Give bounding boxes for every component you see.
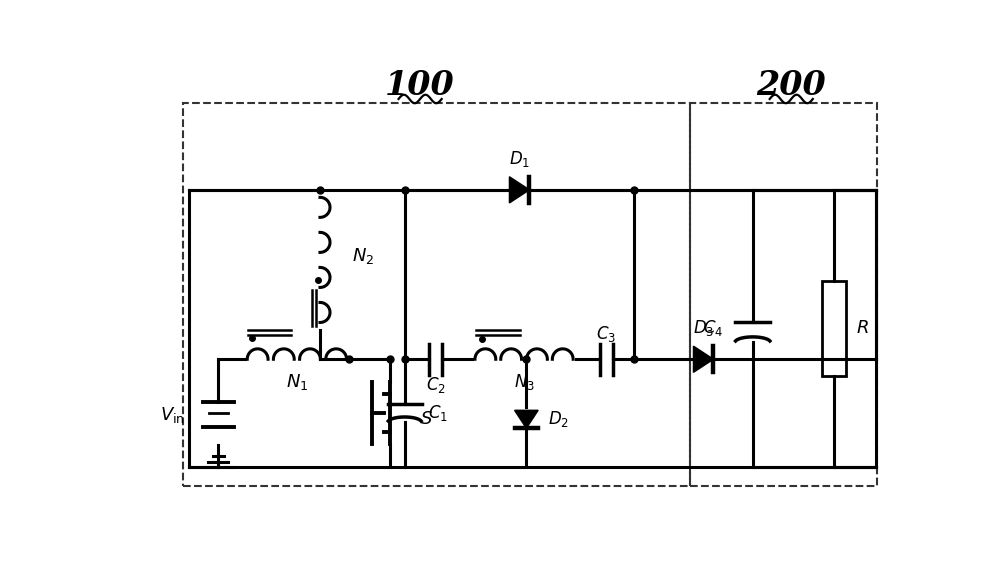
Text: $V_{\rm in}$: $V_{\rm in}$ bbox=[160, 406, 185, 425]
Text: $D_2$: $D_2$ bbox=[548, 409, 569, 429]
Polygon shape bbox=[515, 410, 538, 428]
Text: $D_3$: $D_3$ bbox=[693, 318, 714, 338]
Text: $C_2$: $C_2$ bbox=[426, 375, 445, 394]
Bar bbox=[690, 103, 877, 486]
Text: 200: 200 bbox=[756, 69, 826, 102]
Text: 100: 100 bbox=[385, 69, 455, 102]
Text: $C_1$: $C_1$ bbox=[428, 403, 448, 423]
Polygon shape bbox=[509, 177, 529, 203]
Bar bbox=[183, 103, 690, 486]
Text: $D_1$: $D_1$ bbox=[509, 149, 530, 169]
Text: $N_3$: $N_3$ bbox=[514, 372, 535, 392]
Bar bbox=[822, 281, 846, 376]
Text: $N_1$: $N_1$ bbox=[286, 372, 308, 392]
Text: $S$: $S$ bbox=[420, 410, 433, 428]
Text: $R$: $R$ bbox=[856, 320, 869, 338]
Text: $C_3$: $C_3$ bbox=[596, 324, 616, 344]
Text: $N_2$: $N_2$ bbox=[352, 246, 375, 266]
Polygon shape bbox=[693, 346, 713, 372]
Text: $C_4$: $C_4$ bbox=[703, 318, 723, 339]
